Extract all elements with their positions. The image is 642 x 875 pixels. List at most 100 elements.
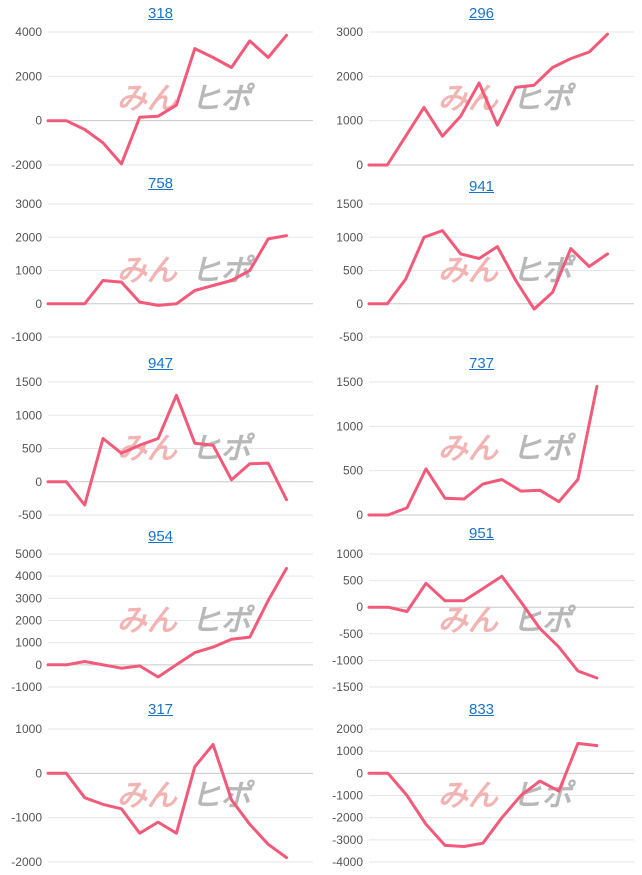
y-tick-label: 0 <box>356 158 363 172</box>
y-tick-label: 1000 <box>15 264 42 278</box>
y-tick-label: -500 <box>18 508 42 522</box>
watermark-part-b: ヒポ <box>191 432 256 467</box>
y-tick-label: 0 <box>35 475 42 489</box>
y-tick-label: 0 <box>356 297 363 311</box>
chart-panel-951: 951 -1500 -1000 -500 0 500 1000 みん ヒポ <box>321 525 642 700</box>
y-tick-label: 1000 <box>336 419 363 433</box>
y-tick-label: 4000 <box>15 25 42 39</box>
line-chart: 0 1000 2000 3000 みん ヒポ <box>336 25 634 172</box>
y-tick-label: 500 <box>343 264 363 278</box>
y-tick-label: 3000 <box>15 591 42 605</box>
series-line <box>367 384 599 517</box>
watermark-part-a: みん <box>438 82 499 117</box>
y-tick-label: -2000 <box>11 158 42 172</box>
chart-title-link[interactable]: 951 <box>468 525 495 542</box>
series-line <box>367 229 609 311</box>
y-tick-label: 1500 <box>15 375 42 389</box>
chart-panel-296: 296 0 1000 2000 3000 みん ヒポ <box>321 0 642 175</box>
chart-panel-833: 833 -4000 -3000 -2000 -1000 0 1000 2000 みん ヒポ <box>321 700 642 875</box>
chart-title-link[interactable]: 317 <box>147 701 174 718</box>
watermark-part-a: みん <box>117 432 178 467</box>
y-tick-label: 2000 <box>15 69 42 83</box>
y-tick-label: -500 <box>339 330 363 344</box>
chart-title-link[interactable]: 318 <box>147 5 174 22</box>
y-tick-label: 500 <box>343 574 363 588</box>
series-line <box>46 393 288 507</box>
y-tick-label: 1000 <box>336 744 363 758</box>
watermark-logo: みん ヒポ <box>117 604 256 639</box>
chart-title-link[interactable]: 954 <box>147 528 174 545</box>
chart-panel-317: 317 -2000 -1000 0 1000 みん ヒポ <box>0 700 321 875</box>
y-tick-label: -1000 <box>11 330 42 344</box>
y-tick-label: 1000 <box>336 114 363 128</box>
chart-panel-758: 758 -1000 0 1000 2000 3000 みん ヒポ <box>0 175 321 350</box>
y-tick-label: -2000 <box>332 811 363 825</box>
y-tick-label: 0 <box>356 508 363 522</box>
y-tick-label: -1500 <box>332 680 363 694</box>
watermark-logo: みん ヒポ <box>117 432 256 467</box>
watermark-logo: みん ヒポ <box>117 779 256 814</box>
chart-panel-947: 947 -500 0 500 1000 1500 みん ヒポ <box>0 350 321 525</box>
line-chart: -1000 0 1000 2000 3000 4000 5000 みん ヒポ <box>11 547 313 694</box>
watermark-part-a: みん <box>438 604 499 639</box>
watermark-logo: みん ヒポ <box>438 604 577 639</box>
y-tick-label: 1000 <box>336 547 363 561</box>
series-line <box>46 234 288 307</box>
chart-title-link[interactable]: 737 <box>468 355 495 372</box>
chart-title-link[interactable]: 296 <box>468 5 495 22</box>
chart-panel-954: 954 -1000 0 1000 2000 3000 4000 5000 みん ヒポ <box>0 525 321 700</box>
y-tick-label: 1000 <box>15 636 42 650</box>
chart-title-link[interactable]: 947 <box>147 355 174 372</box>
line-chart: -1500 -1000 -500 0 500 1000 みん ヒポ <box>332 547 634 694</box>
series-line <box>367 574 599 680</box>
watermark-part-b: ヒポ <box>191 82 256 117</box>
watermark-part-b: ヒポ <box>191 604 256 639</box>
watermark-part-a: みん <box>438 254 499 289</box>
watermark-part-b: ヒポ <box>191 779 256 814</box>
y-tick-label: -1000 <box>332 653 363 667</box>
series-line <box>46 566 288 679</box>
y-tick-label: -1000 <box>332 789 363 803</box>
watermark-part-a: みん <box>117 779 178 814</box>
watermark-logo: みん ヒポ <box>438 432 577 467</box>
watermark-part-a: みん <box>438 779 499 814</box>
y-tick-label: -1000 <box>11 680 42 694</box>
series-line <box>46 743 288 860</box>
y-tick-label: 1000 <box>15 408 42 422</box>
chart-title-link[interactable]: 758 <box>147 175 174 192</box>
watermark-part-a: みん <box>438 432 499 467</box>
y-tick-label: -500 <box>339 627 363 641</box>
y-tick-label: 0 <box>356 600 363 614</box>
y-tick-label: -2000 <box>11 855 42 869</box>
y-tick-label: 2000 <box>15 230 42 244</box>
chart-title-link[interactable]: 833 <box>468 701 495 718</box>
y-tick-label: 0 <box>356 766 363 780</box>
line-chart: 0 500 1000 1500 みん ヒポ <box>336 375 634 522</box>
y-tick-label: -1000 <box>11 811 42 825</box>
y-tick-label: 1000 <box>15 722 42 736</box>
y-tick-label: 2000 <box>336 69 363 83</box>
line-chart: -2000 0 2000 4000 みん ヒポ <box>11 25 313 172</box>
y-tick-label: 0 <box>35 766 42 780</box>
y-tick-label: 1500 <box>336 375 363 389</box>
line-chart: -500 0 500 1000 1500 みん ヒポ <box>15 375 313 522</box>
chart-panel-318: 318 -2000 0 2000 4000 みん ヒポ <box>0 0 321 175</box>
y-tick-label: 0 <box>35 658 42 672</box>
y-tick-label: 4000 <box>15 569 42 583</box>
chart-title-link[interactable]: 941 <box>468 178 495 195</box>
y-tick-label: 0 <box>35 114 42 128</box>
watermark-logo: みん ヒポ <box>438 82 577 117</box>
y-tick-label: 0 <box>35 297 42 311</box>
y-tick-label: 3000 <box>336 25 363 39</box>
y-tick-label: 5000 <box>15 547 42 561</box>
y-tick-label: 2000 <box>15 614 42 628</box>
series-line <box>367 32 609 167</box>
y-tick-label: 500 <box>22 442 42 456</box>
y-tick-label: -4000 <box>332 855 363 869</box>
y-tick-label: 1000 <box>336 230 363 244</box>
watermark-part-a: みん <box>117 254 178 289</box>
